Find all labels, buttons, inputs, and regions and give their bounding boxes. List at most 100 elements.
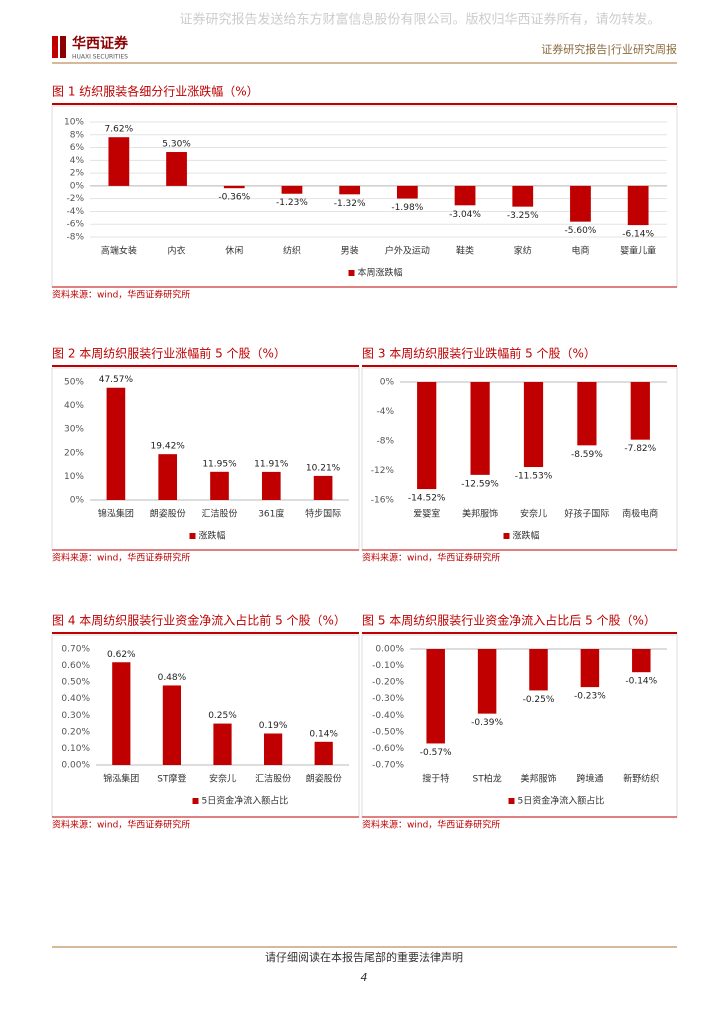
y-tick-label: 6% <box>70 143 85 153</box>
y-tick-label: 0.60% <box>61 661 90 671</box>
y-tick-label: 0% <box>70 181 85 191</box>
x-tick-label: 汇洁股份 <box>201 508 237 520</box>
y-tick-label: -4% <box>376 407 394 417</box>
bar <box>261 471 281 500</box>
y-tick-label: 30% <box>64 425 84 435</box>
y-tick-label: -4% <box>66 207 84 217</box>
y-tick-label: 0.30% <box>61 711 90 721</box>
value-label: -0.14% <box>625 677 657 687</box>
x-tick-label: 特步国际 <box>305 508 341 520</box>
logo-text: 华西证券 <box>72 35 129 52</box>
value-label: 19.42% <box>151 442 186 452</box>
x-tick-label: 南极电商 <box>622 508 658 520</box>
bar <box>470 382 490 475</box>
y-tick-label: 40% <box>64 401 84 411</box>
value-label: 11.91% <box>254 459 289 469</box>
x-tick-label: 好孩子国际 <box>564 508 609 520</box>
legend-swatch <box>192 798 199 804</box>
y-tick-label: -6% <box>66 220 84 230</box>
chart-title: 图 1 纺织服装各细分行业涨跌幅（%） <box>52 84 259 99</box>
legend-label: 本周涨跌幅 <box>358 267 403 279</box>
x-tick-label: 婴童儿童 <box>620 245 656 257</box>
y-tick-label: -12% <box>371 466 395 476</box>
value-label: -1.23% <box>276 198 308 208</box>
y-tick-label: 8% <box>70 130 85 140</box>
value-label: -0.23% <box>574 692 606 702</box>
source-note: 资料来源：wind，华西证券研究所 <box>52 289 190 301</box>
x-tick-label: 搜于特 <box>422 773 449 785</box>
value-label: 0.14% <box>309 729 338 739</box>
x-tick-label: 安奈儿 <box>209 773 236 785</box>
value-label: 11.95% <box>202 459 237 469</box>
y-tick-label: 10% <box>64 472 84 482</box>
y-tick-label: -8% <box>66 233 84 243</box>
x-tick-label: 纺织 <box>283 245 301 257</box>
y-tick-label: 0% <box>70 496 85 506</box>
logo-en: HUAXI SECURITIES <box>72 54 128 61</box>
legend-label: 涨跌幅 <box>513 530 540 542</box>
footer-notice: 请仔细阅读在本报告尾部的重要法律声明 <box>265 950 463 964</box>
source-note: 资料来源：wind，华西证券研究所 <box>362 819 500 831</box>
value-label: -1.98% <box>391 203 423 213</box>
chart-title: 图 4 本周纺织服装行业资金净流入占比前 5 个股（%） <box>52 613 346 628</box>
bar <box>396 185 418 199</box>
value-label: -1.32% <box>334 199 366 209</box>
x-tick-label: ST摩登 <box>157 773 186 785</box>
bar <box>632 649 651 673</box>
value-label: 47.57% <box>99 375 134 385</box>
bar <box>210 471 229 500</box>
x-tick-label: 休闲 <box>225 245 243 257</box>
value-label: 10.21% <box>306 463 341 473</box>
value-label: -0.57% <box>420 748 452 758</box>
y-tick-label: 0.10% <box>61 744 90 754</box>
x-tick-label: 美邦服饰 <box>462 508 498 520</box>
value-label: -0.39% <box>471 718 503 728</box>
x-tick-label: 汇洁股份 <box>255 773 291 785</box>
bar <box>162 685 182 765</box>
bar <box>630 382 650 440</box>
y-tick-label: -0.40% <box>372 711 404 721</box>
x-tick-label: 内衣 <box>168 245 186 257</box>
bar <box>339 185 361 195</box>
y-tick-label: -0.50% <box>372 727 404 737</box>
value-label: 0.19% <box>259 721 288 731</box>
value-label: -12.59% <box>461 479 499 489</box>
x-tick-label: 跨境通 <box>576 773 603 785</box>
y-tick-label: 0% <box>380 378 395 388</box>
x-tick-label: 锦泓集团 <box>103 773 139 785</box>
value-label: 0.62% <box>107 650 136 660</box>
bar <box>426 649 445 744</box>
y-tick-label: 0.20% <box>61 727 90 737</box>
y-tick-label: 2% <box>70 169 85 179</box>
bar <box>477 649 497 714</box>
bar <box>529 649 548 691</box>
y-tick-label: -0.10% <box>372 661 404 671</box>
bar <box>112 662 131 765</box>
bar <box>523 382 544 468</box>
watermark: 证券研究报告发送给东方财富信息股份有限公司。版权归华西证券所有，请勿转发。 <box>179 12 660 28</box>
y-tick-label: 4% <box>70 156 85 166</box>
y-tick-label: 0.50% <box>61 678 90 688</box>
y-tick-label: -0.60% <box>372 744 404 754</box>
y-tick-label: -0.30% <box>372 694 404 704</box>
report-type: 证券研究报告|行业研究周报 <box>541 42 677 56</box>
value-label: -11.53% <box>515 472 553 482</box>
bar <box>627 185 649 226</box>
legend-label: 5日资金净流入额占比 <box>518 795 605 807</box>
chart-title: 图 3 本周纺织服装行业跌幅前 5 个股（%） <box>362 346 596 361</box>
chart-title: 图 5 本周纺织服装行业资金净流入占比后 5 个股（%） <box>362 613 656 628</box>
x-tick-label: 鞋类 <box>456 245 474 257</box>
value-label: -3.04% <box>449 210 481 220</box>
x-tick-label: 家纺 <box>514 245 532 257</box>
value-label: -0.25% <box>523 695 555 705</box>
logo-mark <box>52 36 58 58</box>
x-tick-label: 锦泓集团 <box>98 508 134 520</box>
chart-title: 图 2 本周纺织服装行业涨幅前 5 个股（%） <box>52 346 286 361</box>
value-label: -3.25% <box>507 211 539 221</box>
bar <box>158 454 178 500</box>
chart-frame <box>361 634 678 818</box>
x-tick-label: 电商 <box>571 245 589 257</box>
legend-label: 涨跌幅 <box>199 530 226 542</box>
